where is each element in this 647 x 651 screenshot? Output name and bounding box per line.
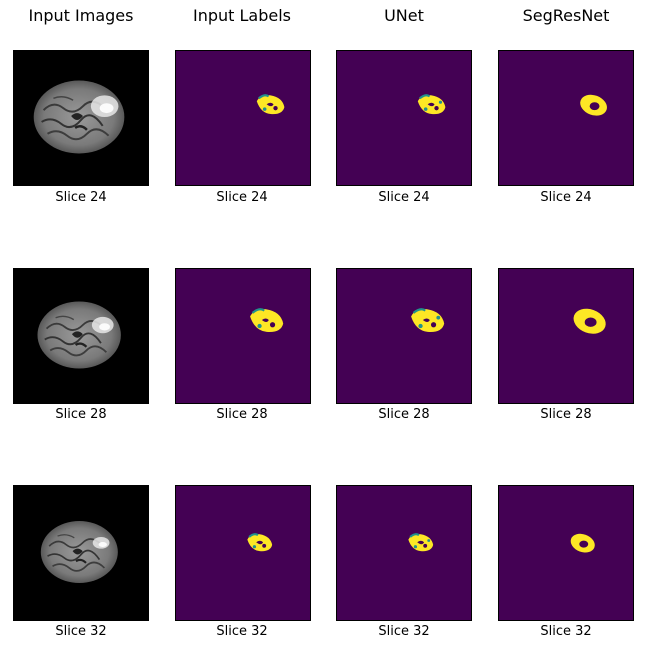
slice-label: Slice 28 [216, 407, 268, 422]
panel-unet-row-2 [336, 268, 472, 404]
slice-label: Slice 32 [55, 624, 107, 639]
slice-label: Slice 32 [216, 624, 268, 639]
column-title-unet: UNet [384, 6, 424, 25]
segmentation-mask [499, 486, 633, 620]
mri-slice-image [14, 51, 148, 185]
mri-slice-image [14, 269, 148, 403]
panel-label-row-1 [175, 50, 311, 186]
segmentation-mask [176, 486, 310, 620]
column-title-segresnet: SegResNet [522, 6, 610, 25]
slice-label: Slice 32 [378, 624, 430, 639]
slice-label: Slice 28 [55, 407, 107, 422]
panel-segres-row-3 [498, 485, 634, 621]
slice-label: Slice 28 [540, 407, 592, 422]
mri-slice-image [14, 486, 148, 620]
slice-label: Slice 24 [540, 190, 592, 205]
panel-segres-row-1 [498, 50, 634, 186]
segmentation-mask [337, 51, 471, 185]
slice-label: Slice 24 [216, 190, 268, 205]
segmentation-mask [337, 486, 471, 620]
segmentation-mask [176, 269, 310, 403]
panel-image-row-3 [13, 485, 149, 621]
panel-unet-row-3 [336, 485, 472, 621]
panel-segres-row-2 [498, 268, 634, 404]
slice-label: Slice 24 [378, 190, 430, 205]
panel-unet-row-1 [336, 50, 472, 186]
panel-label-row-2 [175, 268, 311, 404]
segmentation-mask [337, 269, 471, 403]
panel-label-row-3 [175, 485, 311, 621]
slice-label: Slice 28 [378, 407, 430, 422]
segmentation-mask [499, 269, 633, 403]
segmentation-mask [499, 51, 633, 185]
panel-image-row-1 [13, 50, 149, 186]
slice-label: Slice 32 [540, 624, 592, 639]
segmentation-mask [176, 51, 310, 185]
slice-label: Slice 24 [55, 190, 107, 205]
panel-image-row-2 [13, 268, 149, 404]
column-title-input-images: Input Images [28, 6, 134, 25]
column-title-input-labels: Input Labels [192, 6, 291, 25]
